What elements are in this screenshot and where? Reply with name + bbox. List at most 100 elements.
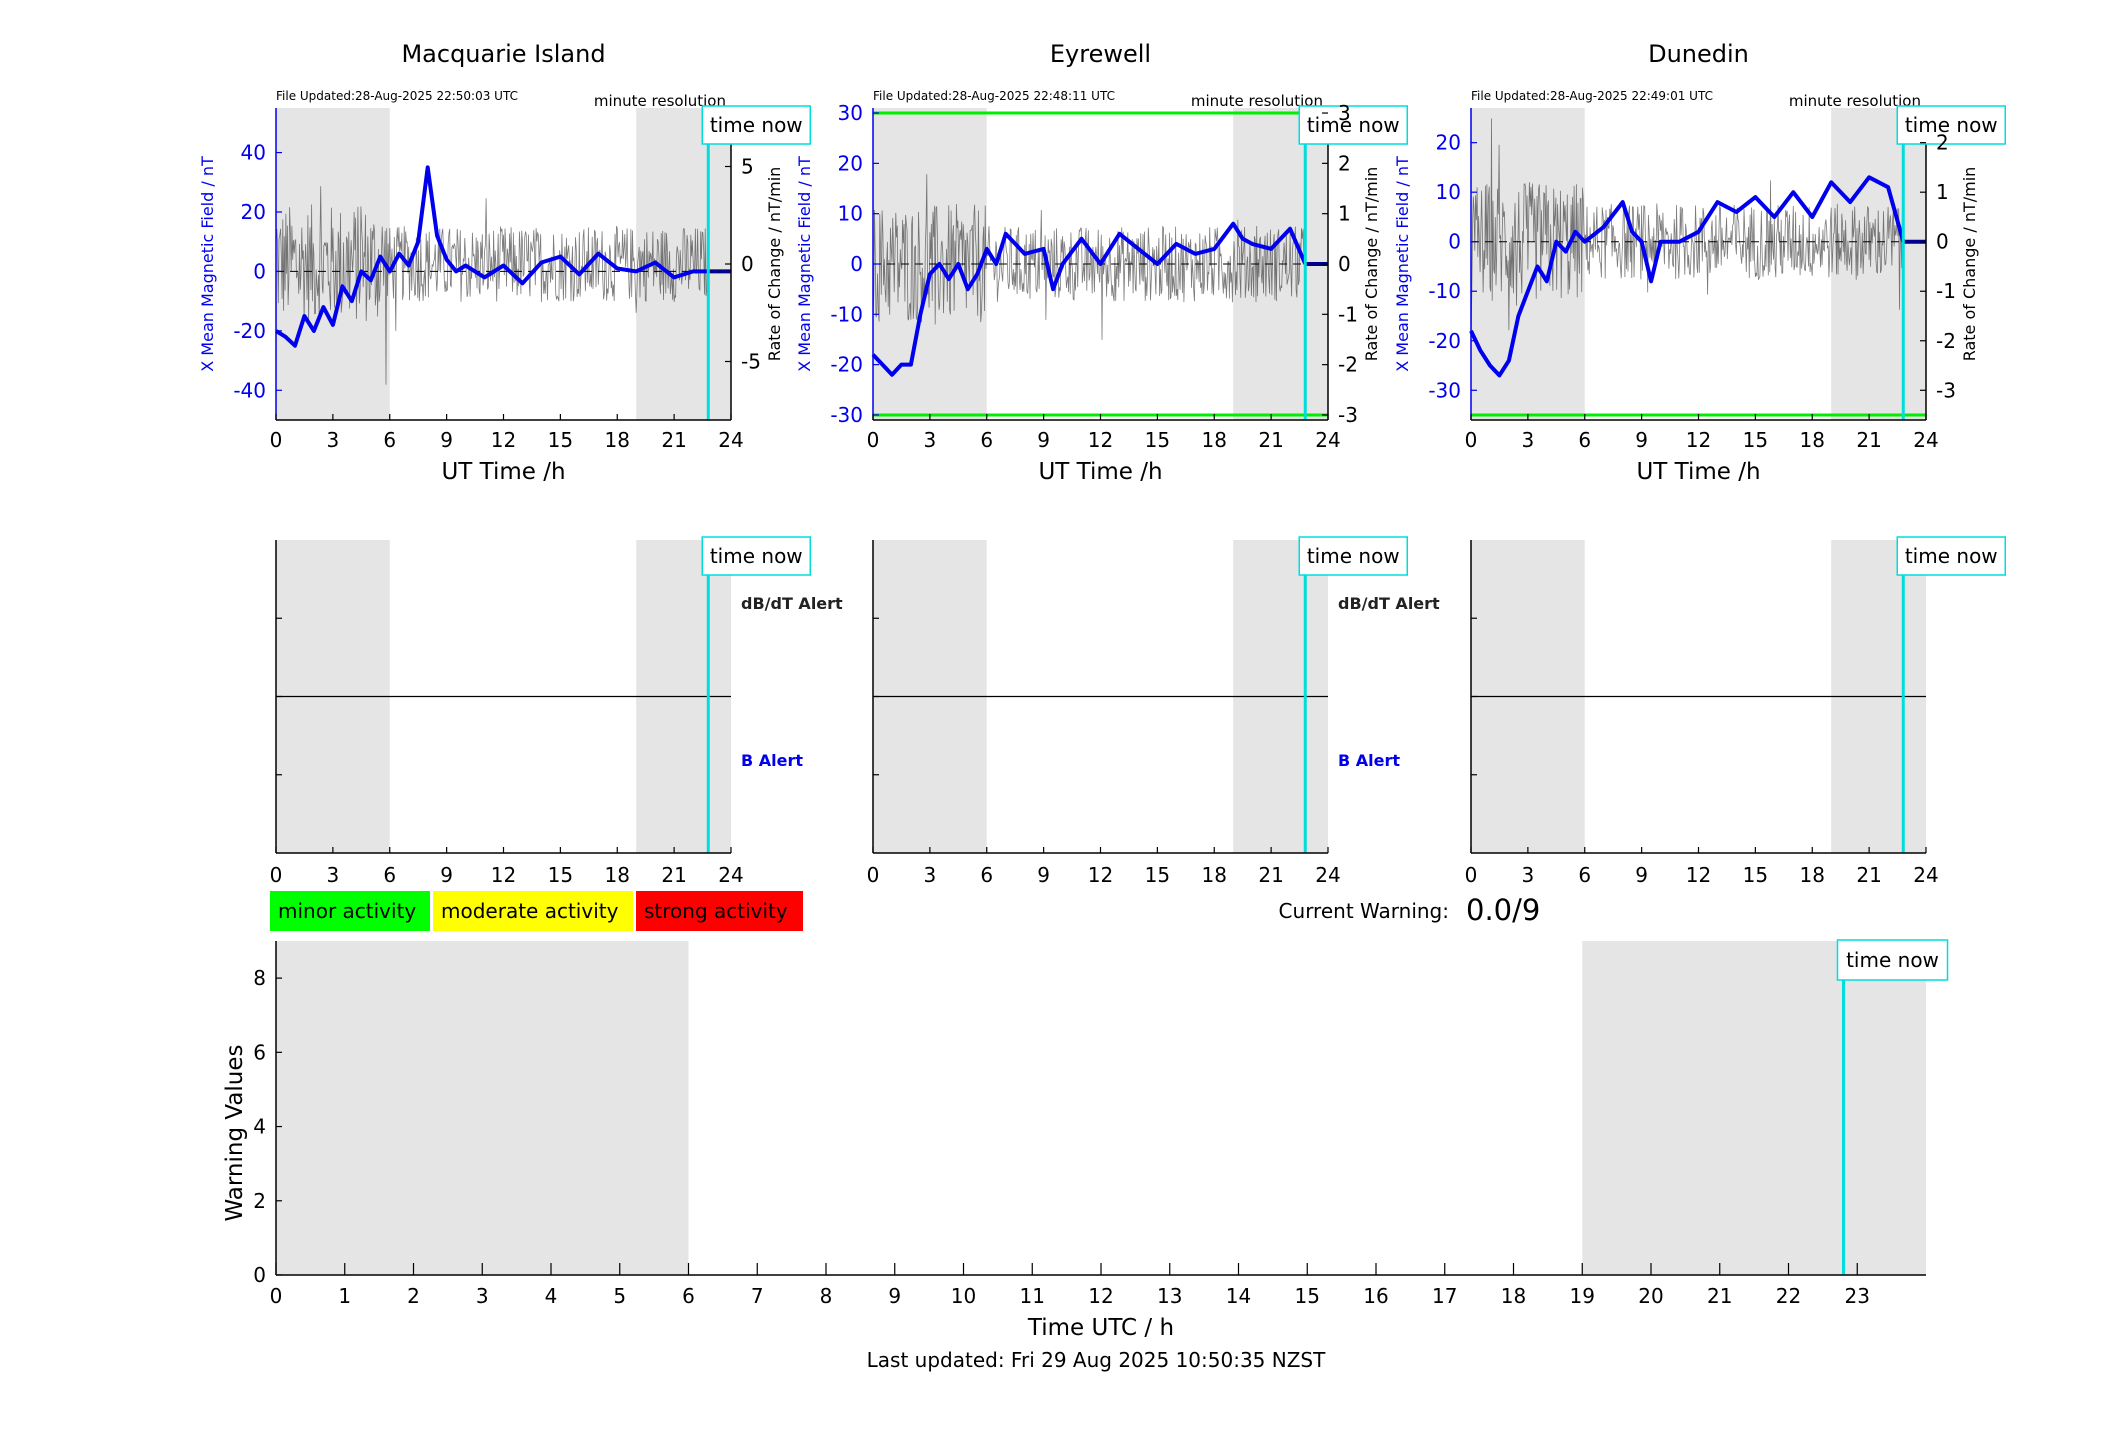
rate-of-change-series: [1470, 118, 1904, 341]
left-tick-label: 0: [1448, 230, 1461, 254]
right-tick-label: 2: [1936, 131, 1949, 155]
time-now-box: [1896, 105, 2006, 145]
x-tick-label: 1: [338, 1284, 351, 1308]
x-tick-label: 0: [270, 428, 283, 452]
x-tick-label: 18: [1202, 428, 1227, 452]
time-now-box: [701, 105, 811, 145]
x-tick-label: 21: [1856, 863, 1881, 887]
x-tick-label: 16: [1363, 1284, 1388, 1308]
x-tick-label: 12: [1088, 863, 1113, 887]
legend-swatch: [270, 891, 430, 931]
x-tick-label: 0: [270, 863, 283, 887]
right-tick-label: -5: [741, 350, 761, 374]
left-tick-label: -20: [233, 319, 266, 343]
x-tick-label: 15: [1295, 1284, 1320, 1308]
y-tick-label: 4: [253, 1115, 266, 1139]
alert-panel-1: 0 3 6 9 12 15 18 21 24 time now dB/dT Alert B Alert: [867, 536, 1440, 887]
right-tick-label: 0: [1338, 252, 1351, 276]
x-tick-label: 18: [1501, 1284, 1526, 1308]
night-shade: [1582, 941, 1926, 1275]
y-tick-label: 2: [253, 1189, 266, 1213]
x-tick-label: 24: [1913, 863, 1938, 887]
dbdt-alert-label: dB/dT Alert: [741, 594, 843, 613]
right-tick-label: 1: [1338, 202, 1351, 226]
y-tick-label: 8: [253, 966, 266, 990]
right-tick-label: -1: [1936, 279, 1956, 303]
minute-resolution-label: minute resolution: [594, 92, 726, 110]
right-y-axis-label: Rate of Change / nT/min: [1960, 167, 1979, 362]
x-tick-label: 9: [1037, 428, 1050, 452]
x-tick-label: 8: [820, 1284, 833, 1308]
x-tick-label: 15: [1145, 863, 1170, 887]
left-y-axis-label: X Mean Magnetic Field / nT: [198, 156, 217, 372]
x-tick-label: 3: [1522, 863, 1535, 887]
x-tick-label: 4: [545, 1284, 558, 1308]
left-tick-label: -30: [830, 403, 863, 427]
minute-resolution-label: minute resolution: [1789, 92, 1921, 110]
current-warning-value: 0.0/9: [1466, 893, 1540, 927]
right-tick-label: -2: [1936, 329, 1956, 353]
right-tick-label: 2: [1338, 151, 1351, 175]
x-tick-label: 24: [1315, 428, 1340, 452]
x-axis-label: UT Time /h: [1636, 459, 1760, 485]
x-tick-label: 0: [270, 1284, 283, 1308]
x-tick-label: 3: [1522, 428, 1535, 452]
x-tick-label: 15: [1743, 428, 1768, 452]
x-tick-label: 3: [476, 1284, 489, 1308]
right-tick-label: -1: [1338, 302, 1358, 326]
x-tick-label: 21: [1258, 428, 1283, 452]
x-tick-label: 19: [1570, 1284, 1595, 1308]
right-y-axis-label: Rate of Change / nT/min: [765, 167, 784, 362]
x-tick-label: 9: [440, 863, 453, 887]
x-tick-label: 9: [1635, 863, 1648, 887]
x-tick-label: 6: [980, 863, 993, 887]
x-tick-label: 12: [491, 428, 516, 452]
y-axis-label: Warning Values: [222, 1044, 248, 1221]
x-tick-label: 2: [407, 1284, 420, 1308]
panel-title: Eyrewell: [1050, 40, 1151, 68]
right-tick-label: -2: [1338, 353, 1358, 377]
panel-title: Dunedin: [1648, 40, 1749, 68]
right-tick-label: 0: [1936, 230, 1949, 254]
left-tick-label: 10: [838, 202, 863, 226]
left-tick-label: 10: [1436, 180, 1461, 204]
y-tick-label: 6: [253, 1040, 266, 1064]
legend-label: strong activity: [644, 899, 788, 923]
x-tick-label: 9: [440, 428, 453, 452]
file-updated-label: File Updated:28-Aug-2025 22:48:11 UTC: [873, 89, 1115, 103]
right-tick-label: -3: [1338, 403, 1358, 427]
right-tick-label: 0: [741, 252, 754, 276]
left-tick-label: -10: [830, 302, 863, 326]
x-tick-label: 6: [682, 1284, 695, 1308]
x-tick-label: 21: [661, 428, 686, 452]
left-tick-label: -20: [1428, 329, 1461, 353]
x-tick-label: 24: [1315, 863, 1340, 887]
activity-legend: minor activity moderate activity strong ac…: [270, 891, 803, 931]
x-tick-label: 18: [605, 863, 630, 887]
left-tick-label: 20: [838, 151, 863, 175]
x-tick-label: 6: [980, 428, 993, 452]
legend-label: moderate activity: [441, 899, 619, 923]
alert-panel-0: 0 3 6 9 12 15 18 21 24 time now dB/dT Alert B Alert: [270, 536, 843, 887]
x-tick-label: 7: [751, 1284, 764, 1308]
file-updated-label: File Updated:28-Aug-2025 22:49:01 UTC: [1471, 89, 1713, 103]
x-tick-label: 0: [1465, 428, 1478, 452]
left-tick-label: 0: [850, 252, 863, 276]
x-tick-label: 3: [327, 863, 340, 887]
time-now-box: [1836, 939, 1949, 981]
x-tick-label: 10: [951, 1284, 976, 1308]
panel-title: Macquarie Island: [401, 40, 605, 68]
right-tick-label: -3: [1936, 378, 1956, 402]
left-tick-label: 20: [241, 200, 266, 224]
x-tick-label: 21: [1707, 1284, 1732, 1308]
b-alert-label: B Alert: [1338, 751, 1400, 770]
time-now-label: time now: [1846, 948, 1939, 972]
right-tick-label: 1: [1936, 180, 1949, 204]
x-tick-label: 15: [548, 428, 573, 452]
left-tick-label: 30: [838, 101, 863, 125]
current-warning-label: Current Warning:: [1279, 899, 1449, 923]
x-tick-label: 12: [491, 863, 516, 887]
